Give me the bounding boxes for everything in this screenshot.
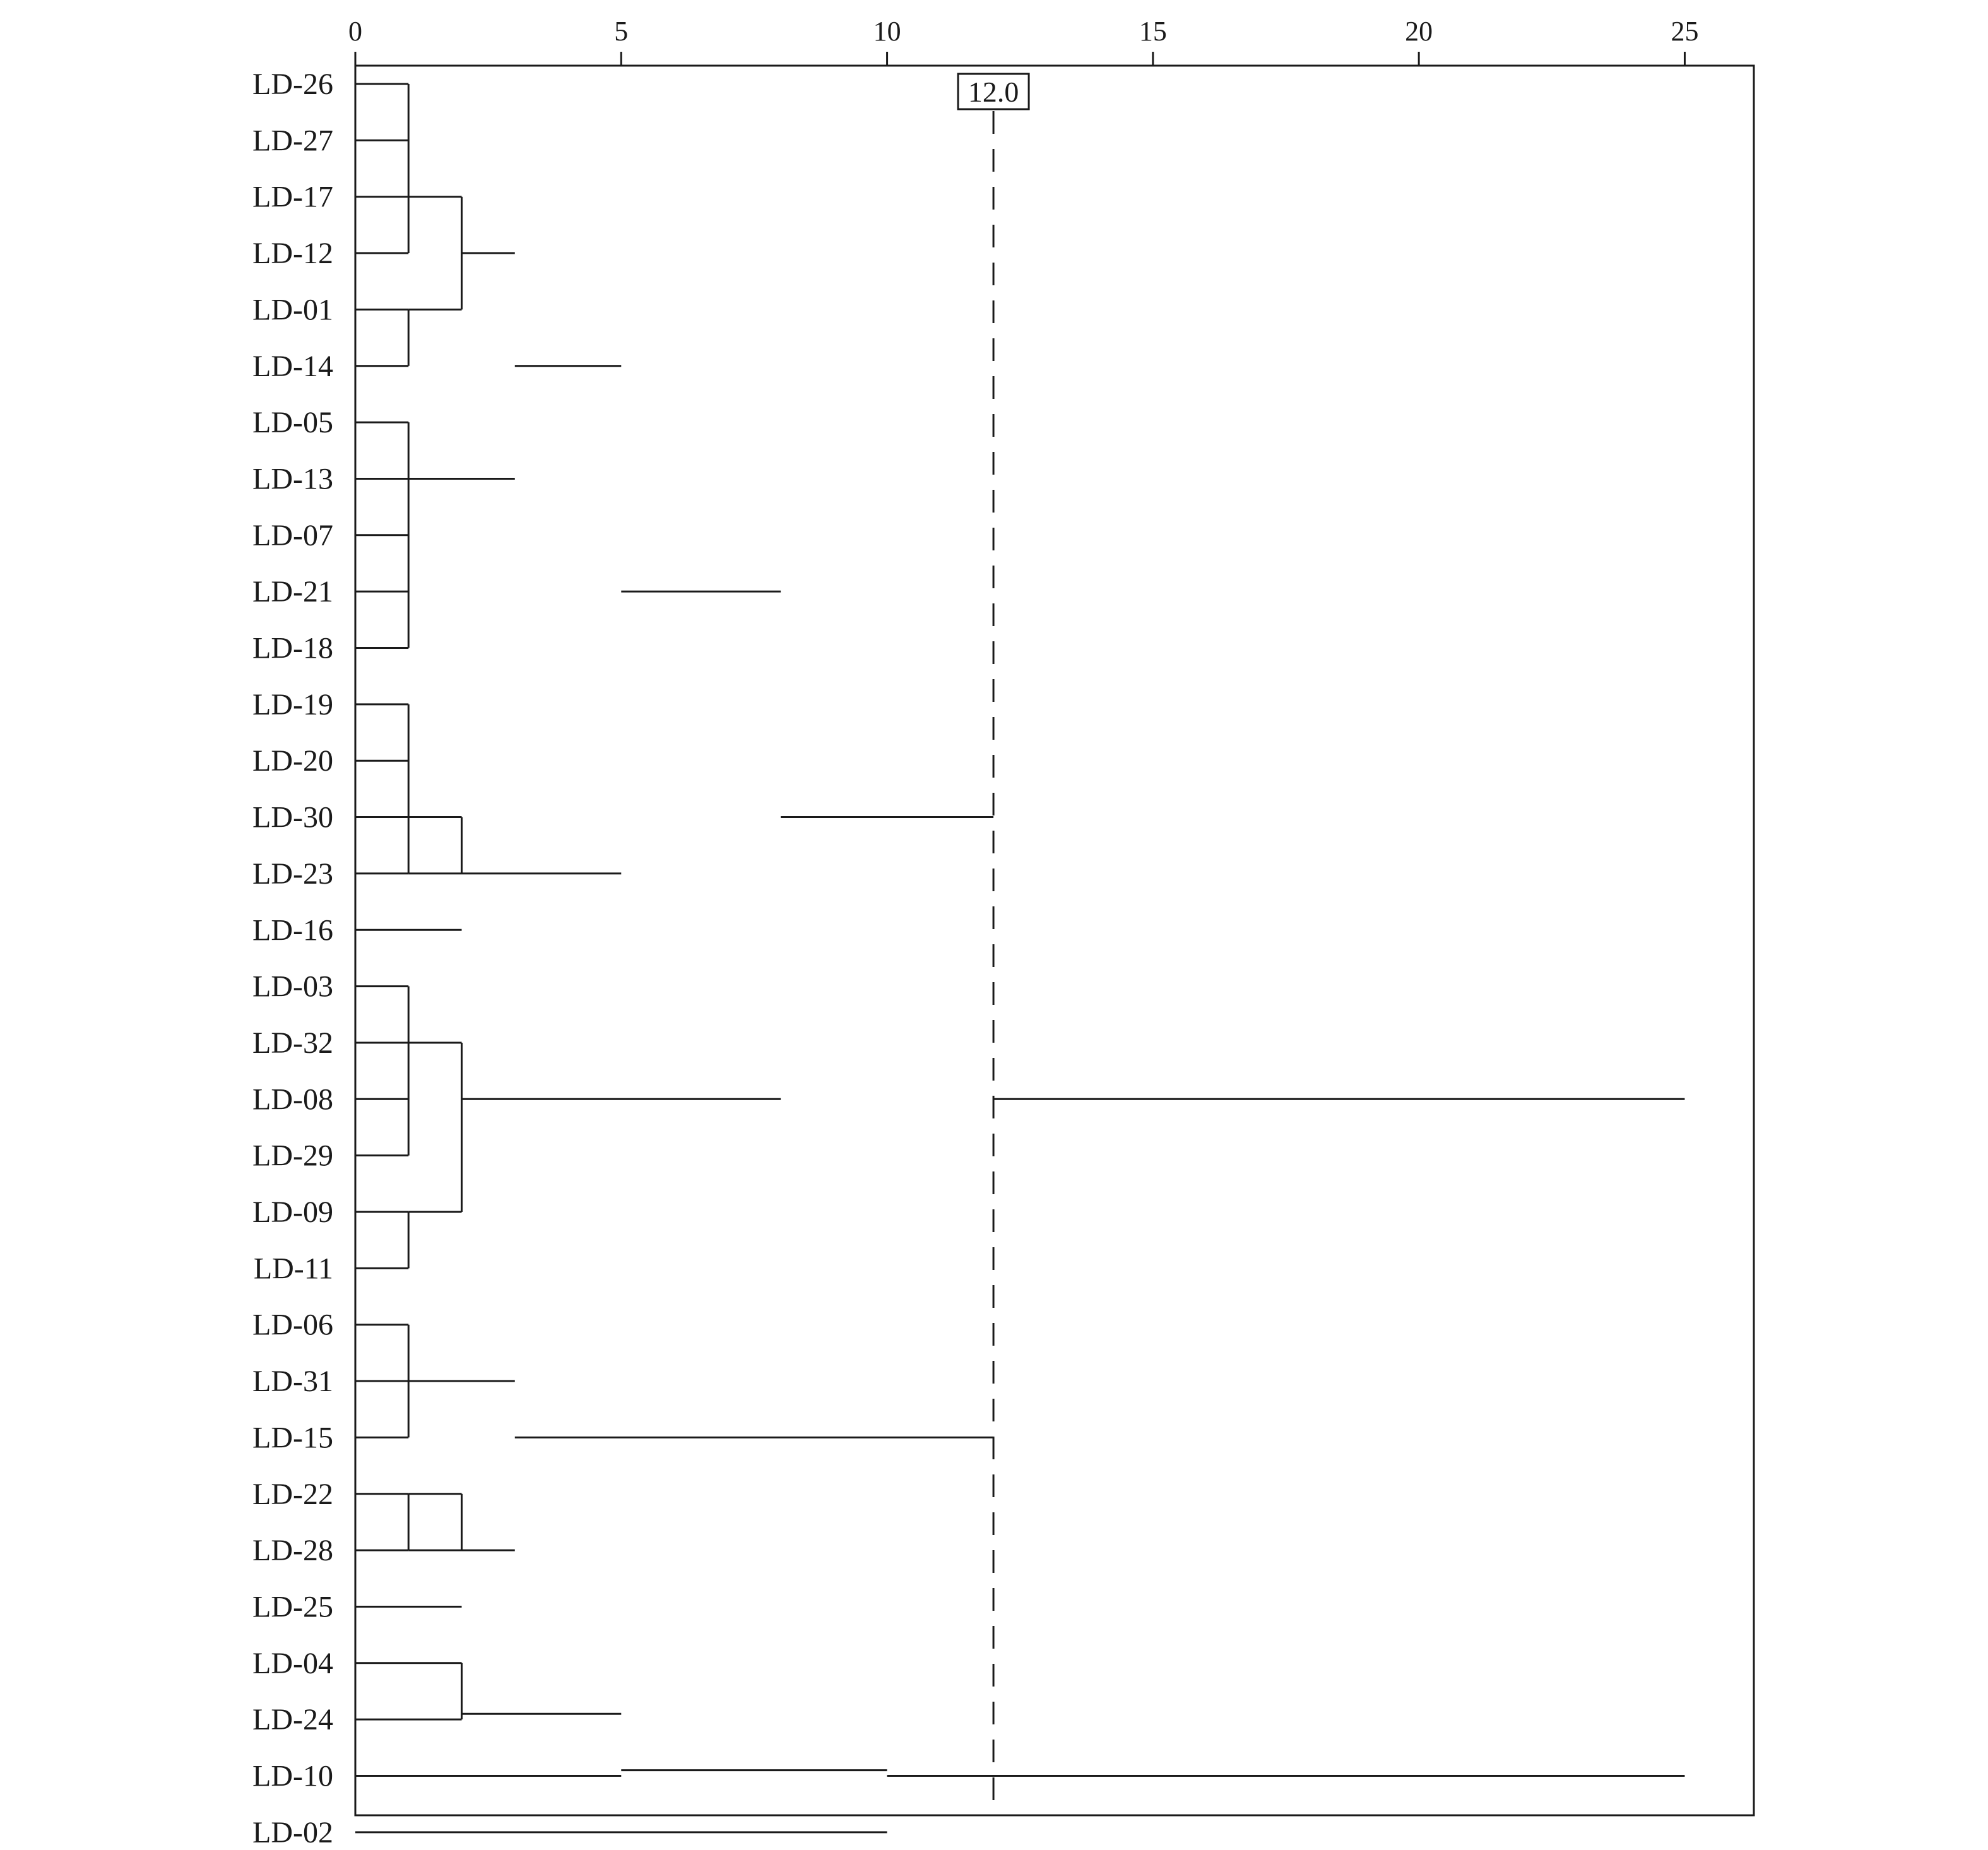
x-tick-label-20: 20 [1405,16,1433,47]
leaf-label-ld-14: LD-14 [252,350,333,383]
leaf-label-ld-16: LD-16 [252,913,333,947]
link-3 [355,703,410,875]
link-1 [355,308,410,367]
leaf-label-ld-22: LD-22 [252,1478,333,1511]
link-5 [355,1211,410,1269]
link-7 [355,1493,410,1551]
x-tick-label-5: 5 [614,16,628,47]
leaf-label-ld-09: LD-09 [252,1195,333,1229]
link-9 [408,816,463,875]
leaf-label-ld-25: LD-25 [252,1590,333,1623]
leaf-label-ld-24: LD-24 [252,1703,333,1736]
leaf-label-ld-19: LD-19 [252,688,333,721]
leaf-label-ld-08: LD-08 [252,1082,333,1116]
link-6 [355,1324,410,1438]
leaf-label-ld-11: LD-11 [254,1252,333,1285]
leaf-label-ld-28: LD-28 [252,1534,333,1567]
leaf-label-ld-17: LD-17 [252,181,333,214]
leaf-label-ld-03: LD-03 [252,970,333,1004]
leaf-label-ld-31: LD-31 [252,1365,333,1398]
leaf-label-ld-02: LD-02 [252,1816,333,1849]
leaf-labels: LD-26 LD-27 LD-17 LD-12 LD-01 LD-14 LD-05 LD-13… [252,68,333,1849]
cut-threshold: 12.0 [957,73,1030,1815]
leaf-label-ld-27: LD-27 [252,124,333,157]
leaf-label-ld-29: LD-29 [252,1139,333,1173]
leaf-label-ld-23: LD-23 [252,857,333,891]
leaf-label-ld-13: LD-13 [252,462,333,495]
cut-value-label: 12.0 [968,76,1019,108]
plot-frame [354,64,1755,1817]
leaf-label-ld-07: LD-07 [252,519,333,552]
x-tick-label-10: 10 [873,16,901,47]
link-8 [408,196,463,311]
link-2 [355,421,410,649]
leaf-label-ld-01: LD-01 [252,293,333,326]
leaf-label-ld-10: LD-10 [252,1760,333,1793]
x-tick-label-0: 0 [348,16,362,47]
link-14 [355,1662,463,1721]
x-axis [354,52,1686,66]
leaf-label-ld-30: LD-30 [252,801,333,834]
leaf-label-ld-04: LD-04 [252,1647,333,1680]
link-4 [355,985,410,1157]
x-tick-label-25: 25 [1671,16,1698,47]
link-0 [355,83,410,254]
link-11 [408,1041,463,1213]
leaf-label-ld-20: LD-20 [252,744,333,778]
leaf-label-ld-26: LD-26 [252,68,333,101]
leaf-label-ld-05: LD-05 [252,406,333,439]
leaf-label-ld-18: LD-18 [252,632,333,665]
leaf-label-ld-15: LD-15 [252,1421,333,1454]
dendrogram-links [355,83,1685,1834]
leaf-label-ld-32: LD-32 [252,1026,333,1060]
link-12 [408,1493,463,1551]
x-axis-tick-labels: 0 5 10 15 20 25 [348,16,1698,47]
leaf-label-ld-21: LD-21 [252,575,333,608]
cut-value-box [957,73,1030,110]
x-tick-label-15: 15 [1139,16,1167,47]
leaf-label-ld-12: LD-12 [252,237,333,270]
leaf-label-ld-06: LD-06 [252,1308,333,1342]
